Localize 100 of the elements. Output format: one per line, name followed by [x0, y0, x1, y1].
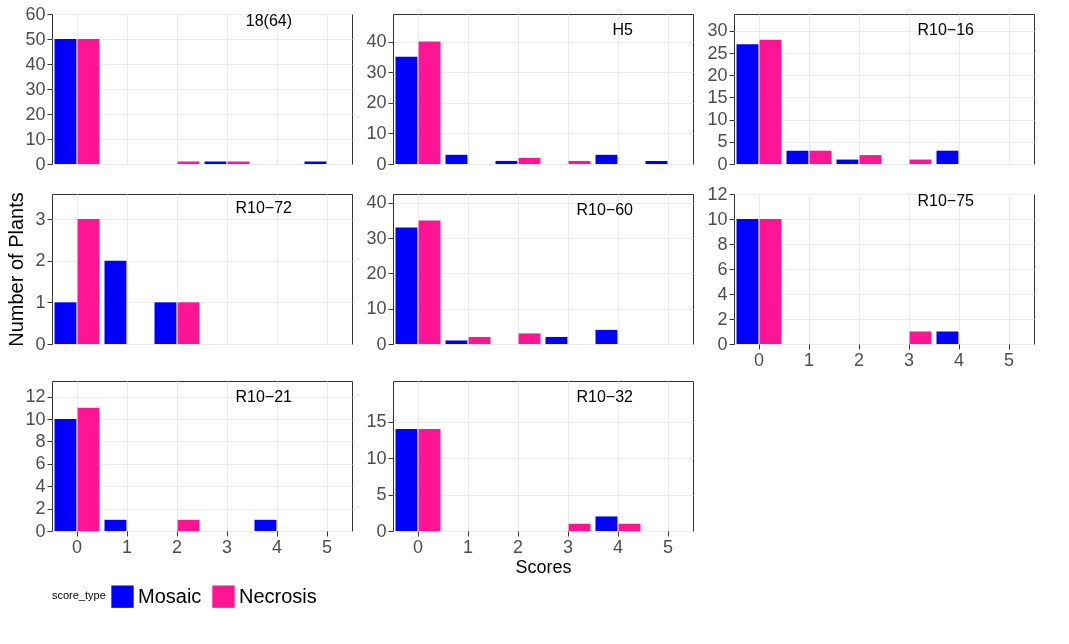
bar	[445, 340, 468, 344]
y-tick-label: 10	[707, 208, 728, 229]
y-tick-label: 60	[25, 3, 46, 24]
y-tick-label: 6	[717, 258, 728, 279]
bar	[154, 302, 177, 344]
x-tick-label: 5	[662, 536, 674, 557]
y-tick-label: 30	[366, 227, 387, 248]
bar	[418, 220, 441, 344]
y-tick-label: 10	[25, 128, 46, 149]
y-tick-label: 0	[376, 520, 387, 541]
bar	[418, 429, 441, 531]
bar	[859, 155, 882, 164]
bar	[495, 160, 518, 164]
y-axis-title: Number of Plants	[5, 192, 28, 347]
x-tick-label: 0	[71, 536, 83, 557]
bar	[786, 150, 809, 164]
bar	[395, 227, 418, 344]
bar	[809, 150, 832, 164]
y-tick-label: 3	[35, 208, 46, 229]
chart-title: H5	[612, 21, 634, 38]
bar	[568, 523, 591, 531]
x-tick-label: 2	[171, 536, 183, 557]
chart-title: R10−32	[576, 388, 634, 405]
bar	[54, 302, 77, 344]
y-tick-label: 15	[366, 411, 387, 432]
y-tick-label: 12	[707, 183, 728, 204]
chart-title: R10−16	[917, 21, 975, 38]
bar	[936, 150, 959, 164]
x-tick-label: 0	[753, 349, 765, 370]
y-tick-label: 40	[366, 192, 387, 213]
bar	[177, 302, 200, 344]
bar	[595, 516, 618, 531]
legend-label: Mosaic	[138, 584, 202, 607]
bar	[54, 419, 77, 531]
bar	[568, 160, 591, 164]
y-tick-label: 50	[25, 28, 46, 49]
x-tick-label: 1	[462, 536, 474, 557]
chart-title: R10−60	[576, 200, 634, 218]
y-tick-label: 1	[35, 291, 46, 312]
y-tick-label: 8	[717, 233, 728, 254]
x-tick-label: 2	[512, 536, 524, 557]
y-tick-label: 2	[35, 498, 46, 519]
x-tick-label: 1	[121, 536, 133, 557]
x-tick-label: 1	[803, 349, 815, 370]
y-tick-label: 0	[376, 333, 387, 354]
bar	[759, 39, 782, 164]
bar	[518, 157, 541, 164]
chart-title: 18(64)	[245, 12, 292, 29]
y-tick-label: 25	[707, 42, 728, 63]
y-tick-label: 6	[35, 453, 46, 474]
x-tick-label: 4	[612, 536, 624, 557]
y-tick-label: 12	[25, 386, 46, 407]
bar	[77, 407, 100, 531]
y-tick-label: 30	[366, 61, 387, 82]
x-tick-label: 4	[953, 349, 965, 370]
chart-title: R10−72	[235, 198, 293, 216]
bar	[177, 519, 200, 531]
bar	[909, 159, 932, 164]
bar	[595, 329, 618, 344]
bar	[468, 336, 491, 344]
y-tick-label: 0	[717, 153, 728, 174]
bar	[395, 429, 418, 531]
bar	[254, 519, 277, 531]
x-axis-title: Scores	[515, 556, 572, 577]
bar	[395, 56, 418, 164]
bar	[736, 44, 759, 164]
chart-title: R10−75	[917, 192, 975, 209]
bar	[595, 154, 618, 164]
x-tick-label: 3	[903, 349, 915, 370]
bar	[445, 154, 468, 164]
y-tick-label: 10	[366, 298, 387, 319]
y-tick-label: 20	[707, 64, 728, 85]
y-tick-label: 0	[717, 333, 728, 354]
y-tick-label: 30	[25, 78, 46, 99]
y-tick-label: 4	[35, 475, 46, 496]
y-tick-label: 2	[717, 308, 728, 329]
y-tick-label: 0	[35, 153, 46, 174]
x-tick-label: 5	[321, 536, 333, 557]
y-tick-label: 0	[376, 153, 387, 174]
bar	[104, 260, 127, 344]
y-tick-label: 20	[366, 92, 387, 113]
chart-title: R10−21	[235, 388, 293, 405]
y-tick-label: 10	[366, 447, 387, 468]
y-tick-label: 4	[717, 283, 728, 304]
bar	[618, 523, 641, 531]
legend-title: score_type	[52, 589, 106, 601]
y-tick-label: 20	[25, 103, 46, 124]
bar	[104, 519, 127, 531]
bar	[418, 41, 441, 164]
bar	[545, 336, 568, 344]
y-tick-label: 8	[35, 430, 46, 451]
legend-label: Necrosis	[239, 584, 317, 607]
x-tick-label: 0	[412, 536, 424, 557]
y-tick-label: 0	[35, 520, 46, 541]
bar	[77, 219, 100, 344]
y-tick-label: 40	[25, 53, 46, 74]
x-tick-label: 3	[221, 536, 233, 557]
y-tick-label: 30	[707, 20, 728, 41]
y-tick-label: 10	[366, 122, 387, 143]
y-tick-label: 5	[717, 131, 728, 152]
